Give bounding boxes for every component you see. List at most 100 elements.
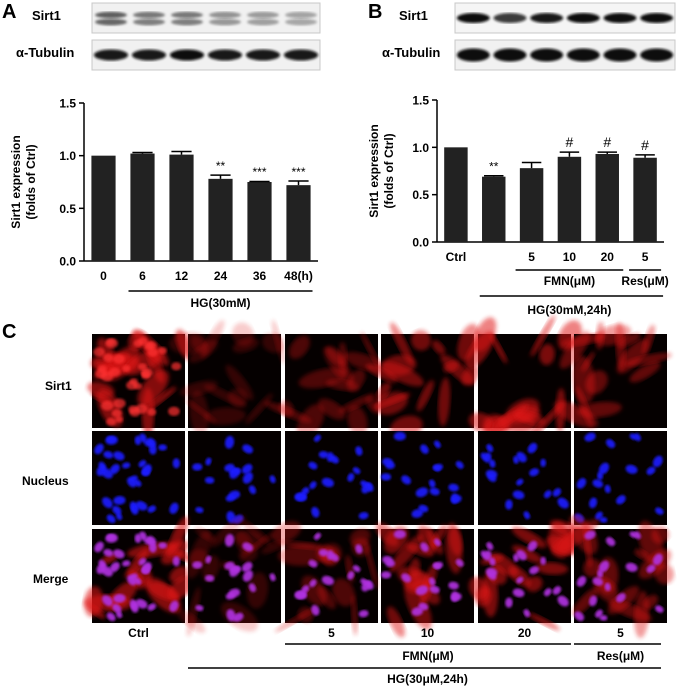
nucleus [205, 555, 212, 564]
red-stain [225, 364, 254, 401]
blot-band [456, 48, 490, 62]
red-stain [278, 400, 294, 417]
nucleus [242, 570, 254, 582]
nucleus [94, 443, 104, 455]
nucleus [358, 512, 369, 520]
bar [247, 182, 272, 261]
nucleus [604, 582, 611, 592]
nucleus [143, 439, 154, 448]
significance-mark: *** [252, 165, 266, 179]
red-stain [492, 403, 529, 430]
nucleus [605, 439, 616, 449]
micrograph-tile [271, 521, 379, 636]
nucleus [455, 558, 464, 567]
nucleus [195, 506, 204, 514]
red-nucleus [143, 342, 154, 351]
nucleus [248, 485, 257, 495]
nucleus [625, 562, 638, 572]
red-stain [376, 382, 391, 401]
nucleus [122, 560, 131, 567]
red-stain [585, 370, 608, 394]
chart-a: 0.0 0.5 1.0 1.5 Sirt1 expression (folds of Ct… [9, 97, 318, 310]
bar [557, 156, 582, 242]
red-nucleus [141, 372, 150, 380]
nucleus [143, 537, 154, 546]
bar [169, 154, 194, 261]
red-stain [124, 548, 149, 579]
blot-band [207, 49, 243, 61]
row-label-nucleus: Nucleus [22, 474, 69, 488]
nucleus [599, 516, 608, 523]
nucleus [229, 467, 240, 479]
red-stain [365, 364, 398, 383]
red-nucleus [109, 367, 121, 377]
chart-b: 0.0 0.5 1.0 1.5 Sirt1 expression (folds of Ct… [367, 94, 669, 318]
red-nucleus [126, 380, 138, 390]
micrograph-tile [92, 431, 185, 525]
blot-band [95, 11, 127, 19]
nucleus [448, 483, 459, 492]
x-tick-label: 6 [139, 269, 146, 283]
nucleus [448, 581, 459, 590]
panel-b-blot-sirt1 [454, 2, 676, 34]
red-nucleus [168, 406, 180, 416]
nucleus [347, 570, 355, 580]
red-nucleus [135, 403, 148, 414]
nucleus [589, 497, 598, 509]
x-tick-label: 20 [601, 250, 615, 264]
blot-band [566, 13, 600, 23]
red-stain [559, 331, 591, 369]
nucleus [318, 451, 329, 459]
nucleus [415, 487, 429, 498]
nucleus [411, 607, 424, 616]
y-axis-label: (folds of Ctrl) [24, 144, 38, 219]
nucleus [158, 444, 168, 451]
column-label: 10 [421, 626, 435, 640]
nucleus [204, 574, 215, 582]
red-stain [261, 540, 286, 554]
significance-mark: *** [291, 165, 305, 179]
x-tick-label: 48(h) [284, 269, 313, 283]
group-label: Res(μM) [621, 274, 668, 288]
x-tick-label: 0 [100, 269, 107, 283]
red-stain [375, 391, 408, 415]
micrograph-tile [375, 522, 474, 638]
nucleus [527, 442, 538, 454]
nucleus [415, 585, 429, 596]
nucleus [355, 544, 363, 554]
nucleus [109, 464, 120, 475]
tile-background [574, 431, 667, 525]
red-stain [438, 377, 451, 427]
nucleus [106, 436, 116, 443]
blot-band [493, 48, 527, 62]
nucleus [516, 451, 527, 463]
nucleus [138, 558, 147, 566]
panel-a-blot-tubulin [91, 39, 321, 71]
nucleus [584, 530, 596, 540]
nucleus [112, 603, 122, 613]
nucleus [172, 458, 180, 469]
nucleus [483, 452, 492, 463]
red-stain [325, 346, 346, 366]
nucleus [113, 495, 126, 505]
nucleus [605, 537, 616, 547]
red-stain [246, 572, 269, 609]
red-stain [511, 526, 547, 549]
panel-b-tubulin-label: α-Tubulin [382, 45, 440, 60]
nucleus [598, 462, 610, 475]
nucleus [429, 585, 440, 594]
blot-band [530, 13, 564, 23]
nucleus [512, 588, 525, 598]
nucleus [204, 476, 215, 484]
blot-band [530, 48, 564, 62]
red-stain [364, 541, 379, 590]
blot-band [169, 49, 205, 61]
nucleus [233, 612, 244, 622]
red-stain [443, 360, 459, 373]
nucleus [103, 450, 114, 459]
micrograph-tile [464, 315, 582, 439]
red-stain [387, 606, 405, 638]
red-stain [338, 393, 376, 413]
nucleus [485, 567, 498, 577]
